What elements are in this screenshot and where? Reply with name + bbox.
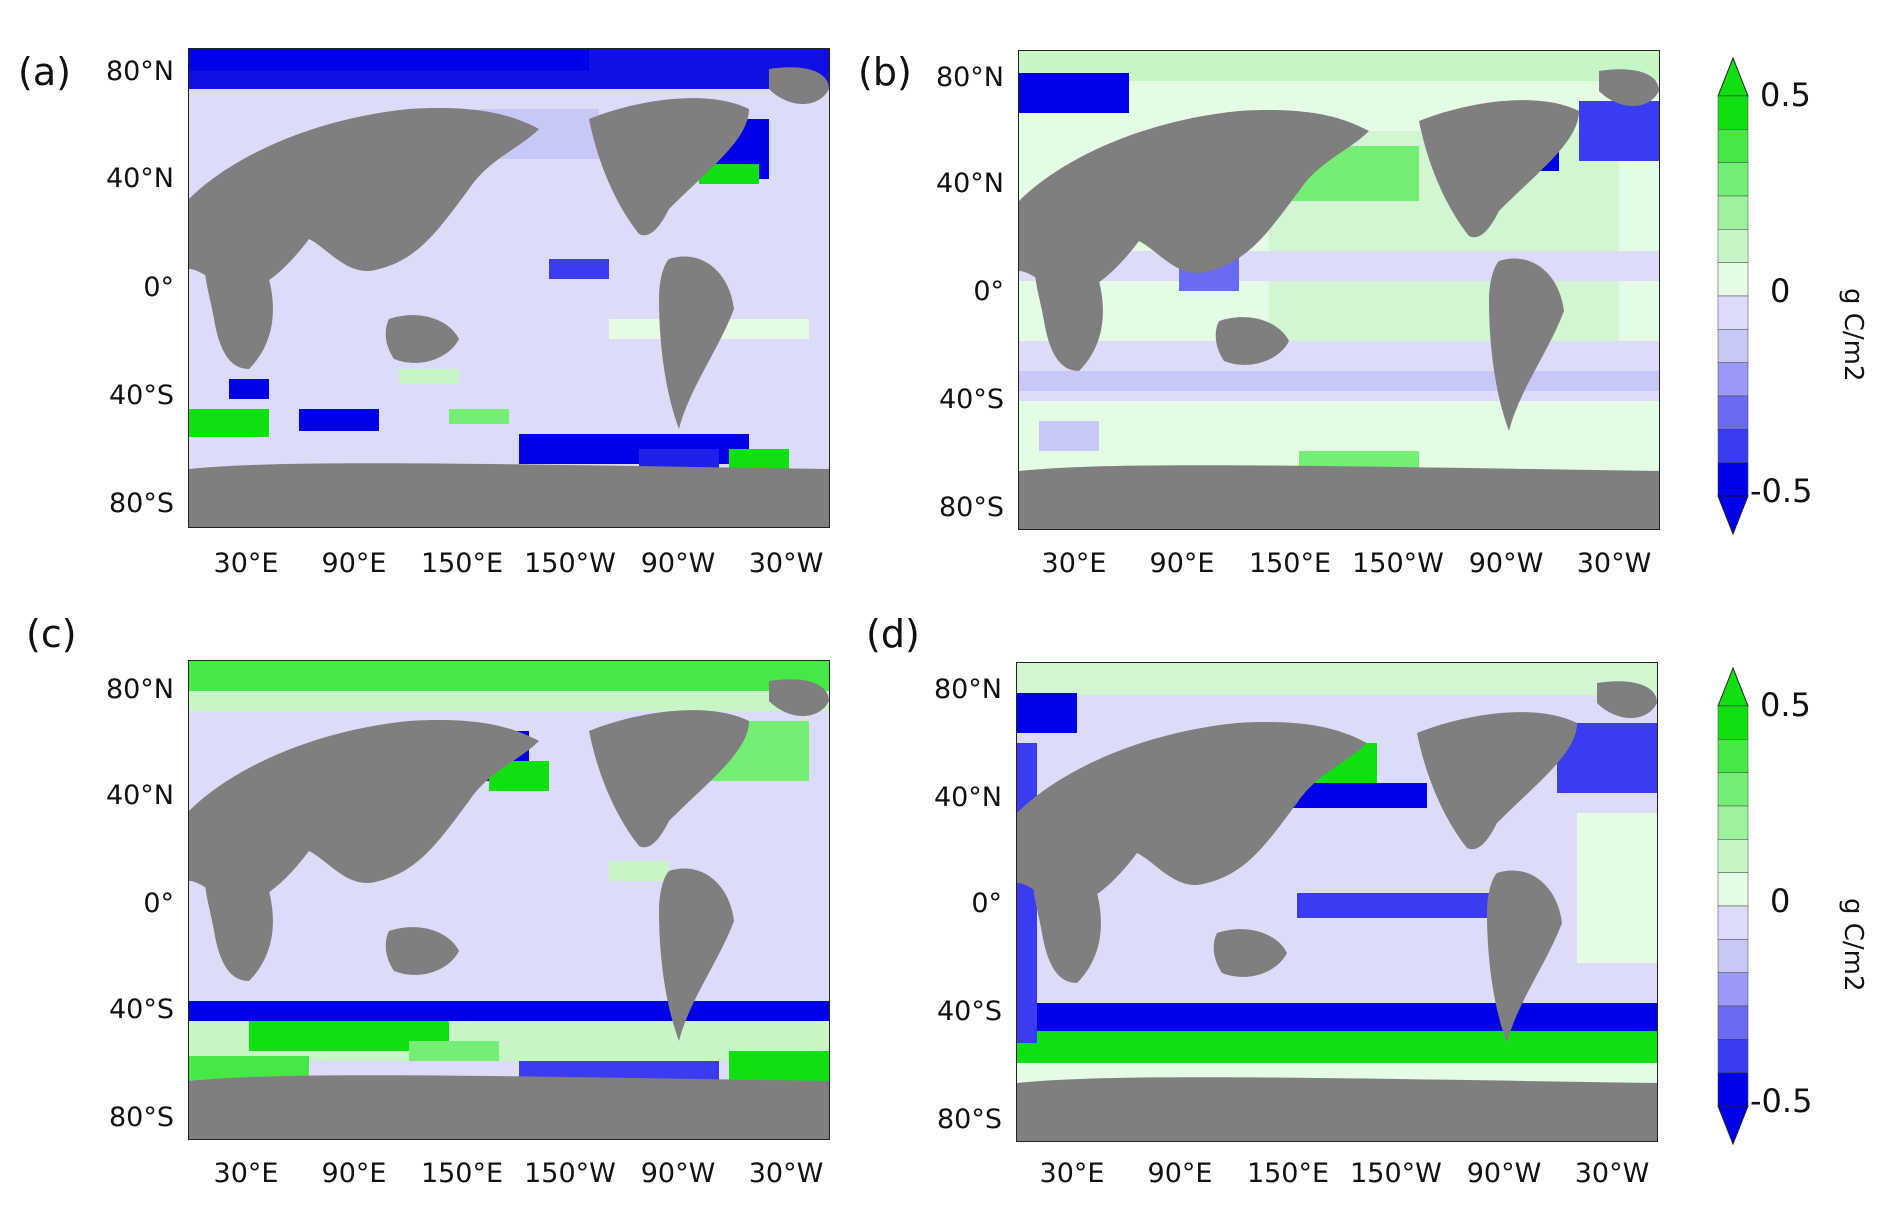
map bbox=[188, 660, 830, 1140]
colorbar-swatch bbox=[1717, 162, 1749, 197]
colorbar-min-arrow bbox=[1717, 1105, 1749, 1146]
lat-label: 80°N bbox=[935, 62, 1004, 93]
lon-label: 30°E bbox=[1041, 548, 1107, 579]
lon-label: 150°E bbox=[420, 1158, 504, 1189]
lat-label: 80°S bbox=[937, 1104, 1002, 1135]
colorbar-swatch bbox=[1717, 772, 1749, 807]
colorbar-zero-label: 0 bbox=[1770, 882, 1791, 920]
lon-label: 90°W bbox=[1468, 548, 1544, 579]
colorbar-max-label: 0.5 bbox=[1760, 686, 1811, 724]
lon-label: 90°E bbox=[321, 548, 387, 579]
lon-label: 30°E bbox=[213, 1158, 279, 1189]
lon-label: 150°E bbox=[1248, 548, 1332, 579]
colorbar-swatch bbox=[1717, 972, 1749, 1007]
colorbar-swatch bbox=[1717, 1072, 1749, 1107]
colorbar-swatch bbox=[1717, 1005, 1749, 1040]
colorbar-swatch bbox=[1717, 839, 1749, 873]
map bbox=[1016, 662, 1658, 1142]
colorbar-swatch bbox=[1717, 939, 1749, 973]
lat-label: 40°N bbox=[105, 780, 174, 811]
lon-label: 30°W bbox=[748, 548, 824, 579]
lat-label: 0° bbox=[143, 888, 174, 919]
colorbar-swatch bbox=[1717, 462, 1749, 497]
colorbar-swatch bbox=[1717, 872, 1749, 907]
colorbar-swatches bbox=[1717, 56, 1749, 536]
colorbar-swatch bbox=[1717, 705, 1749, 740]
lat-label: 40°S bbox=[937, 996, 1002, 1027]
lat-label: 80°S bbox=[109, 488, 174, 519]
colorbar-swatch bbox=[1717, 1039, 1749, 1073]
lon-label: 150°W bbox=[1350, 1158, 1442, 1189]
colorbar-swatch bbox=[1717, 362, 1749, 397]
lon-label: 30°E bbox=[213, 548, 279, 579]
colorbar-swatch bbox=[1717, 329, 1749, 363]
lat-label: 80°S bbox=[109, 1102, 174, 1133]
lon-label: 150°W bbox=[524, 1158, 616, 1189]
map-field bbox=[189, 661, 829, 1139]
lat-label: 0° bbox=[971, 888, 1002, 919]
lat-label: 0° bbox=[973, 276, 1004, 307]
colorbar-swatch bbox=[1717, 429, 1749, 463]
lat-label: 80°N bbox=[105, 674, 174, 705]
colorbar-bottom: 0.5 0 -0.5 g C/m2 bbox=[1700, 666, 1868, 1146]
lat-label: 40°S bbox=[109, 380, 174, 411]
lat-label: 40°N bbox=[105, 163, 174, 194]
lon-label: 30°W bbox=[1574, 1158, 1650, 1189]
lat-label: 40°S bbox=[939, 384, 1004, 415]
lon-label: 90°E bbox=[1147, 1158, 1213, 1189]
colorbar-swatch bbox=[1717, 95, 1749, 130]
colorbar-swatches bbox=[1717, 666, 1749, 1146]
panel-label: (d) bbox=[866, 612, 920, 656]
colorbar-min-label: -0.5 bbox=[1750, 1082, 1813, 1120]
lat-label: 0° bbox=[143, 272, 174, 303]
colorbar-max-arrow bbox=[1717, 666, 1749, 707]
lon-label: 90°E bbox=[321, 1158, 387, 1189]
colorbar-swatch bbox=[1717, 739, 1749, 773]
lon-label: 90°W bbox=[1466, 1158, 1542, 1189]
lon-label: 30°W bbox=[748, 1158, 824, 1189]
lon-label: 90°W bbox=[640, 548, 716, 579]
lat-label: 80°S bbox=[939, 492, 1004, 523]
colorbar-swatch bbox=[1717, 129, 1749, 163]
colorbar-swatch bbox=[1717, 295, 1749, 330]
colorbar-unit-label: g C/m2 bbox=[1838, 288, 1868, 382]
lon-label: 150°E bbox=[420, 548, 504, 579]
lat-label: 40°N bbox=[935, 168, 1004, 199]
panel-label: (b) bbox=[858, 50, 912, 94]
lat-label: 40°S bbox=[109, 994, 174, 1025]
colorbar-zero-label: 0 bbox=[1770, 272, 1791, 310]
map-field bbox=[1019, 51, 1659, 529]
map bbox=[1018, 50, 1660, 530]
colorbar-top: 0.5 0 -0.5 g C/m2 bbox=[1700, 56, 1868, 536]
colorbar-swatch bbox=[1717, 805, 1749, 840]
lon-label: 90°E bbox=[1149, 548, 1215, 579]
lon-label: 150°W bbox=[524, 548, 616, 579]
colorbar-min-arrow bbox=[1717, 495, 1749, 536]
colorbar-swatch bbox=[1717, 905, 1749, 940]
lon-label: 150°E bbox=[1246, 1158, 1330, 1189]
lat-label: 80°N bbox=[933, 674, 1002, 705]
panel-label: (c) bbox=[26, 612, 77, 656]
map-field bbox=[189, 49, 829, 527]
colorbar-swatch bbox=[1717, 195, 1749, 230]
lat-label: 80°N bbox=[105, 56, 174, 87]
lon-label: 150°W bbox=[1352, 548, 1444, 579]
lon-label: 30°E bbox=[1039, 1158, 1105, 1189]
colorbar-max-label: 0.5 bbox=[1760, 76, 1811, 114]
lat-label: 40°N bbox=[933, 782, 1002, 813]
map-field bbox=[1017, 663, 1657, 1141]
colorbar-min-label: -0.5 bbox=[1750, 472, 1813, 510]
panel-label: (a) bbox=[18, 50, 71, 94]
colorbar-swatch bbox=[1717, 262, 1749, 297]
colorbar-swatch bbox=[1717, 229, 1749, 263]
colorbar-unit-label: g C/m2 bbox=[1838, 898, 1868, 992]
map bbox=[188, 48, 830, 528]
lon-label: 90°W bbox=[640, 1158, 716, 1189]
colorbar-max-arrow bbox=[1717, 56, 1749, 97]
lon-label: 30°W bbox=[1576, 548, 1652, 579]
colorbar-swatch bbox=[1717, 395, 1749, 430]
